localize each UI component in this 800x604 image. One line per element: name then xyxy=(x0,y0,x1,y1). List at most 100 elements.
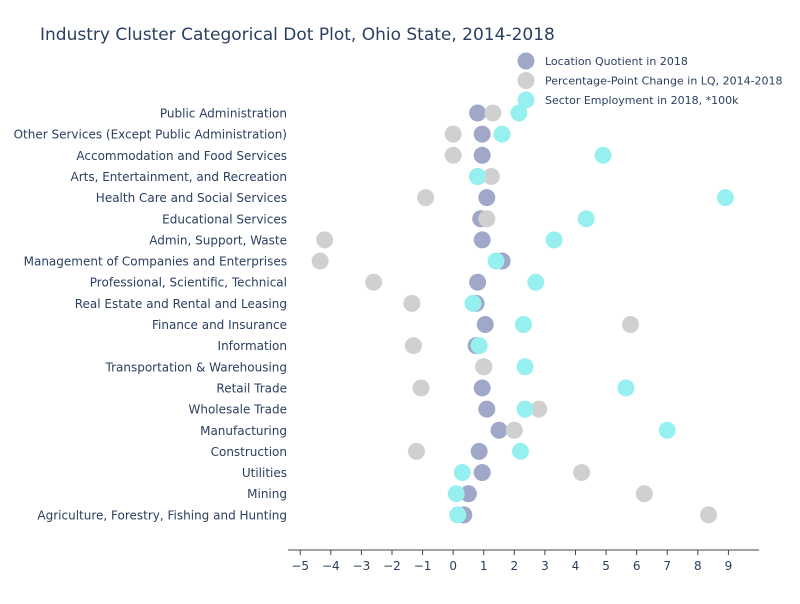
category-label: Finance and Insurance xyxy=(152,318,287,332)
data-point[interactable] xyxy=(412,379,430,397)
data-point[interactable] xyxy=(417,189,435,207)
data-point[interactable] xyxy=(403,294,421,312)
data-point[interactable] xyxy=(505,421,523,439)
legend-marker xyxy=(517,52,535,70)
x-tick-label: 2 xyxy=(511,559,519,573)
category-label: Information xyxy=(218,339,287,353)
data-point[interactable] xyxy=(594,146,612,164)
x-tick-label: 3 xyxy=(541,559,549,573)
data-point[interactable] xyxy=(482,167,500,185)
category-labels: Public Administration Other Services (Exc… xyxy=(14,107,287,523)
data-point[interactable] xyxy=(444,146,462,164)
x-tick-label: 5 xyxy=(602,559,610,573)
data-point[interactable] xyxy=(545,231,563,249)
category-label: Professional, Scientific, Technical xyxy=(90,276,287,290)
legend-label: Location Quotient in 2018 xyxy=(545,55,688,68)
data-point[interactable] xyxy=(470,337,488,355)
data-point[interactable] xyxy=(475,358,493,376)
data-point[interactable] xyxy=(573,464,591,482)
data-point[interactable] xyxy=(470,442,488,460)
data-point[interactable] xyxy=(510,104,528,122)
category-label: Health Care and Social Services xyxy=(96,191,287,205)
legend-marker xyxy=(517,72,535,89)
x-tick-label: 4 xyxy=(572,559,580,573)
data-point[interactable] xyxy=(484,104,502,122)
data-point[interactable] xyxy=(478,189,496,207)
data-point[interactable] xyxy=(490,421,508,439)
category-label: Other Services (Except Public Administra… xyxy=(14,128,287,142)
x-tick-label: −4 xyxy=(322,559,340,573)
data-point[interactable] xyxy=(478,210,496,228)
data-point[interactable] xyxy=(493,125,511,143)
data-point[interactable] xyxy=(473,464,491,482)
data-point[interactable] xyxy=(617,379,635,397)
category-label: Transportation & Warehousing xyxy=(105,360,288,374)
data-point[interactable] xyxy=(469,273,487,291)
data-point[interactable] xyxy=(407,442,425,460)
data-point[interactable] xyxy=(577,210,595,228)
series-3-points xyxy=(447,104,734,524)
data-point[interactable] xyxy=(716,189,734,207)
legend-label: Percentage-Point Change in LQ, 2014-2018 xyxy=(545,75,783,88)
data-point[interactable] xyxy=(447,485,465,503)
data-point[interactable] xyxy=(700,506,718,524)
data-points xyxy=(311,104,734,524)
data-point[interactable] xyxy=(635,485,653,503)
data-point[interactable] xyxy=(515,316,532,333)
legend-item[interactable]: Location Quotient in 2018 xyxy=(517,52,688,70)
legend[interactable]: Location Quotient in 2018 Percentage-Poin… xyxy=(517,52,783,109)
data-point[interactable] xyxy=(473,146,491,164)
x-tick-label: −3 xyxy=(353,559,371,573)
x-tick-label: 6 xyxy=(633,559,641,573)
x-tick-label: −2 xyxy=(383,559,401,573)
data-point[interactable] xyxy=(622,316,640,333)
data-point[interactable] xyxy=(449,506,467,524)
data-point[interactable] xyxy=(473,125,491,143)
data-point[interactable] xyxy=(516,358,534,376)
legend-item[interactable]: Sector Employment in 2018, *100k xyxy=(517,91,740,109)
data-point[interactable] xyxy=(473,379,491,397)
data-point[interactable] xyxy=(404,337,422,355)
data-point[interactable] xyxy=(311,252,329,270)
data-point[interactable] xyxy=(469,167,487,185)
category-label: Retail Trade xyxy=(216,381,287,395)
category-label: Real Estate and Rental and Leasing xyxy=(75,297,287,311)
x-tick-label: −5 xyxy=(291,559,309,573)
category-label: Accommodation and Food Services xyxy=(76,149,287,163)
category-label: Educational Services xyxy=(162,212,287,226)
legend-label: Sector Employment in 2018, *100k xyxy=(545,94,739,107)
data-point[interactable] xyxy=(464,294,482,312)
series-1-points xyxy=(455,104,511,524)
data-point[interactable] xyxy=(459,485,477,503)
data-point[interactable] xyxy=(658,421,676,439)
category-label: Construction xyxy=(211,445,287,459)
x-tick-label: 1 xyxy=(480,559,488,573)
category-label: Agriculture, Forestry, Fishing and Hunti… xyxy=(37,508,287,522)
x-tick-label: 9 xyxy=(725,559,733,573)
data-point[interactable] xyxy=(316,231,334,249)
category-label: Management of Companies and Enterprises xyxy=(24,255,287,269)
category-label: Public Administration xyxy=(160,107,287,121)
data-point[interactable] xyxy=(516,400,534,418)
data-point[interactable] xyxy=(527,273,545,291)
category-label: Wholesale Trade xyxy=(188,403,287,417)
data-point[interactable] xyxy=(478,400,496,418)
data-point[interactable] xyxy=(476,316,494,333)
data-point[interactable] xyxy=(453,464,471,482)
legend-item[interactable]: Percentage-Point Change in LQ, 2014-2018 xyxy=(517,72,783,89)
series-2-points xyxy=(311,104,718,524)
data-point[interactable] xyxy=(487,252,505,270)
data-point[interactable] xyxy=(511,442,529,460)
category-label: Admin, Support, Waste xyxy=(149,233,287,247)
data-point[interactable] xyxy=(530,400,548,418)
category-label: Utilities xyxy=(242,466,287,480)
data-point[interactable] xyxy=(365,273,383,291)
category-label: Mining xyxy=(247,487,287,501)
data-point[interactable] xyxy=(473,231,491,249)
data-point[interactable] xyxy=(444,125,462,143)
x-axis: −5 −4 −3 −2 −1 0 1 2 3 4 5 6 7 8 9 xyxy=(288,549,759,573)
data-point[interactable] xyxy=(469,104,487,122)
category-label: Arts, Entertainment, and Recreation xyxy=(70,170,287,184)
